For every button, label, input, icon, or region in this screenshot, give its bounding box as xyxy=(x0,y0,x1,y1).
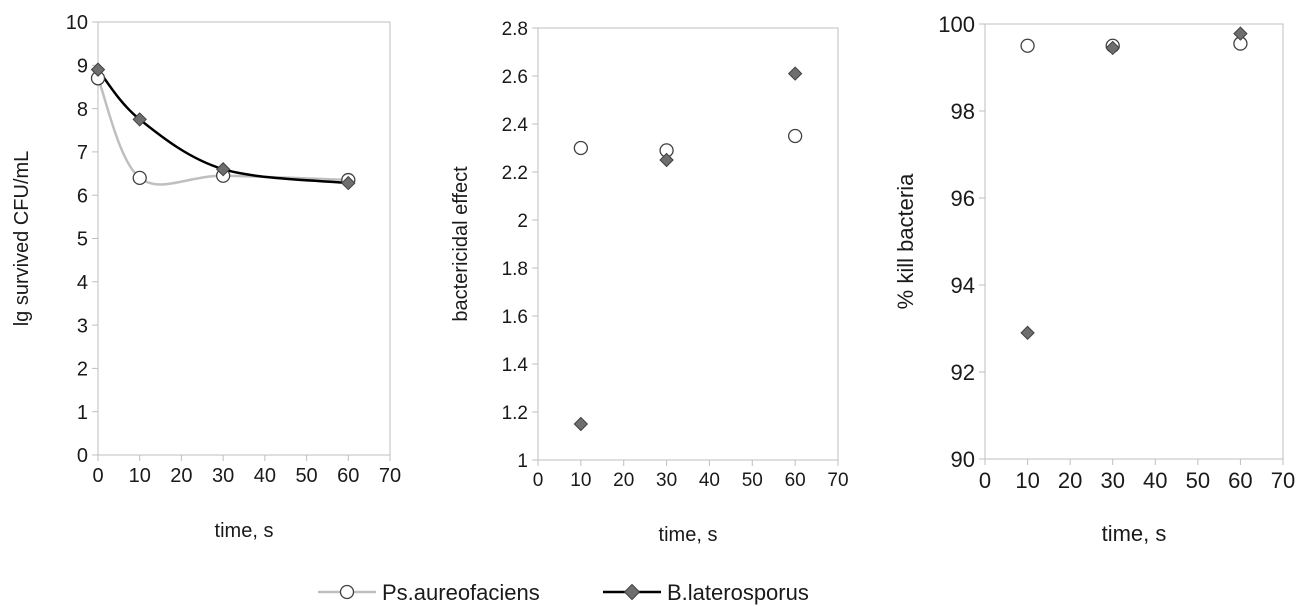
x-tick-label: 50 xyxy=(742,470,763,491)
y-tick-label: 0 xyxy=(77,445,88,467)
y-tick-label: 2.6 xyxy=(502,67,528,88)
x-tick-label: 0 xyxy=(92,465,103,487)
point-b-laterosporus xyxy=(659,152,674,168)
x-tick-label: 10 xyxy=(570,470,591,491)
y-tick-label: 7 xyxy=(77,142,88,164)
x-tick-label: 70 xyxy=(1271,468,1295,493)
y-tick-label: 2 xyxy=(517,211,528,232)
y-tick-label: 2 xyxy=(77,359,88,381)
x-tick-label: 10 xyxy=(129,465,151,487)
y-tick-label: 2.8 xyxy=(502,19,528,40)
series-line-ps xyxy=(96,77,349,186)
point-b-laterosporus xyxy=(573,416,589,432)
y-tick-label: 98 xyxy=(951,99,975,124)
x-axis-label: time, s xyxy=(1102,521,1167,546)
y-tick-label: 100 xyxy=(938,12,975,37)
chart-2: 0 10 20 30 40 50 60 70 1 1.2 1.4 1.6 1.8 2 2.2 2.4 2.6 2.… xyxy=(450,19,849,546)
legend: Ps.aureofaciens B.laterosporus xyxy=(318,580,809,605)
legend-label-bl: B.laterosporus xyxy=(667,580,809,605)
x-tick-label: 60 xyxy=(785,470,806,491)
y-tick-label: 2.2 xyxy=(502,163,528,184)
point-ps-aureofaciens xyxy=(1020,38,1035,53)
y-tick-label: 8 xyxy=(77,99,88,121)
legend-label-ps: Ps.aureofaciens xyxy=(382,580,540,605)
series-line-bl xyxy=(97,68,349,185)
plot-frame xyxy=(984,23,1284,460)
x-tick-label: 50 xyxy=(295,465,317,487)
x-tick-label: 0 xyxy=(979,468,991,493)
x-tick-label: 10 xyxy=(1015,468,1039,493)
point-b-laterosporus xyxy=(787,66,803,81)
point-b-laterosporus xyxy=(1105,40,1120,56)
x-tick-label: 70 xyxy=(827,470,848,491)
legend-marker-ps xyxy=(339,584,355,600)
point-b-laterosporus xyxy=(1020,325,1035,341)
y-axis-label: lg survived CFU/mL xyxy=(11,151,33,327)
y-tick-label: 9 xyxy=(77,56,88,78)
x-axis-label: time, s xyxy=(659,524,718,546)
y-axis-label: % kill bacteria xyxy=(893,173,918,309)
x-tick-label: 50 xyxy=(1186,468,1210,493)
y-tick-label: 96 xyxy=(951,186,975,211)
y-tick-label: 1.8 xyxy=(502,259,528,280)
y-tick-label: 1 xyxy=(77,402,88,424)
y-tick-label: 94 xyxy=(951,273,975,298)
point-b-laterosporus xyxy=(215,162,231,177)
y-tick-label: 92 xyxy=(951,360,975,385)
point-b-laterosporus xyxy=(132,112,147,127)
y-axis-label: bactericidal effect xyxy=(450,166,472,322)
point-ps-aureofaciens xyxy=(573,140,589,156)
x-tick-label: 60 xyxy=(1228,468,1252,493)
plot-frame xyxy=(97,21,391,456)
y-tick-label: 1 xyxy=(517,451,528,472)
plot-frame xyxy=(537,27,839,461)
y-tick-label: 4 xyxy=(77,272,88,294)
x-tick-label: 20 xyxy=(170,465,192,487)
chart-1: 0 10 20 30 40 50 60 70 0 1 2 3 4 5 6 7 8 9 10 time, s lg sur… xyxy=(11,12,401,542)
y-tick-label: 1.2 xyxy=(502,403,528,424)
x-tick-label: 40 xyxy=(699,470,720,491)
y-tick-label: 10 xyxy=(66,12,88,34)
y-tick-label: 3 xyxy=(77,315,88,337)
x-tick-label: 40 xyxy=(254,465,276,487)
point-ps-aureofaciens xyxy=(787,128,803,144)
x-tick-label: 30 xyxy=(656,470,677,491)
point-b-laterosporus xyxy=(90,62,106,77)
y-tick-label: 2.4 xyxy=(502,115,529,136)
point-b-laterosporus xyxy=(1233,26,1248,41)
x-tick-label: 40 xyxy=(1143,468,1167,493)
x-tick-label: 0 xyxy=(533,470,544,491)
x-axis-label: time, s xyxy=(215,520,274,542)
legend-marker-bl xyxy=(623,583,641,601)
y-tick-label: 1.4 xyxy=(502,355,529,376)
x-tick-label: 70 xyxy=(379,465,401,487)
y-tick-label: 90 xyxy=(951,447,975,472)
x-tick-label: 30 xyxy=(1100,468,1124,493)
y-tick-label: 1.6 xyxy=(502,307,528,328)
y-tick-label: 6 xyxy=(77,185,88,207)
y-tick-label: 5 xyxy=(77,229,88,251)
x-tick-label: 20 xyxy=(1058,468,1082,493)
x-tick-label: 30 xyxy=(212,465,234,487)
point-b-laterosporus xyxy=(341,175,356,191)
chart-3: 0 10 20 30 40 50 60 70 90 92 94 96 98 100 time, s % kil… xyxy=(893,12,1295,546)
x-tick-label: 20 xyxy=(613,470,634,491)
point-ps-aureofaciens xyxy=(132,170,147,186)
x-tick-label: 60 xyxy=(337,465,359,487)
